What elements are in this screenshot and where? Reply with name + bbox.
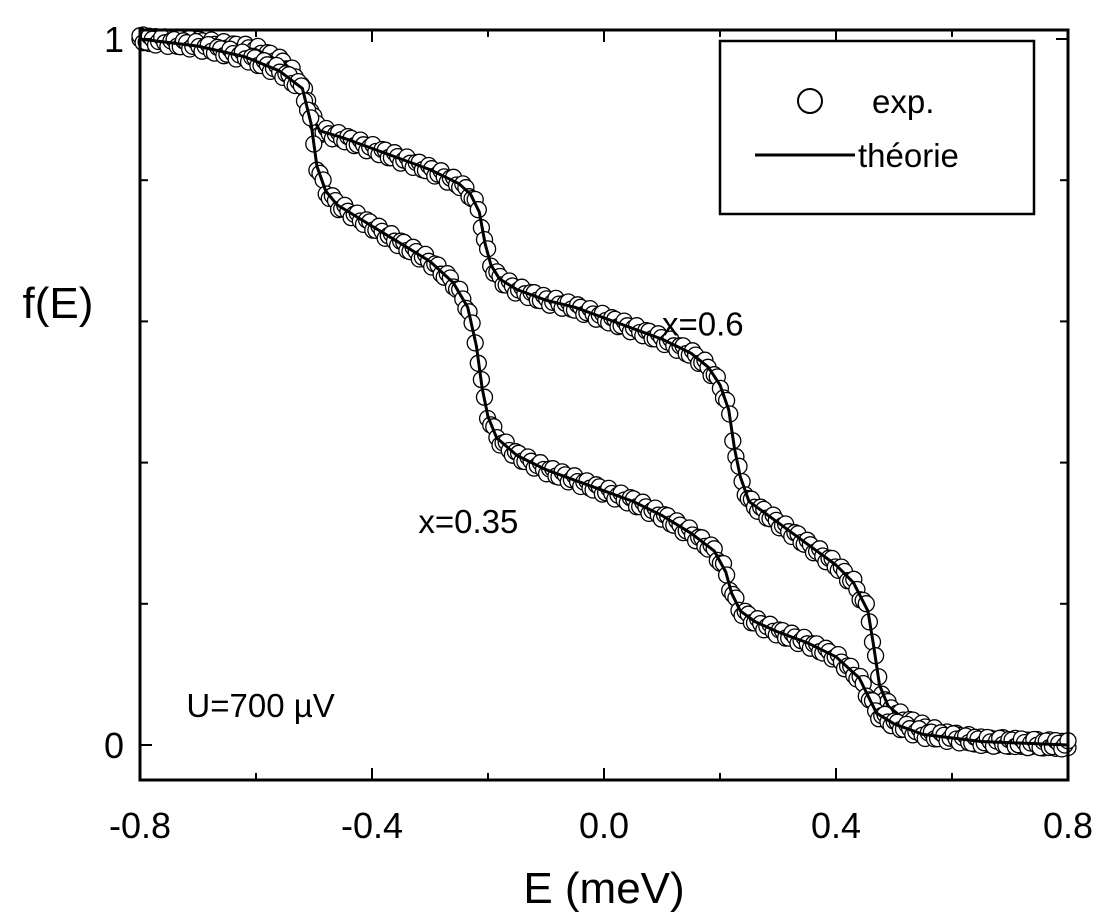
y-tick-label: 0 bbox=[104, 725, 124, 766]
annotation-voltage: U=700 µV bbox=[186, 687, 334, 724]
x-axis-title: E (meV) bbox=[523, 864, 684, 913]
labels-layer: -0.8 -0.4 0.0 0.4 0.8 0 1 bbox=[104, 19, 1093, 846]
theory-line bbox=[139, 37, 1069, 747]
annotation-x-0-35: x=0.35 bbox=[418, 503, 518, 540]
ticks-layer bbox=[139, 30, 1069, 780]
x-tick-label: -0.4 bbox=[341, 805, 403, 846]
y-tick-label: 1 bbox=[104, 19, 124, 60]
annotation-x-0-6: x=0.6 bbox=[662, 306, 744, 343]
x-tick-label: -0.8 bbox=[109, 805, 171, 846]
legend: exp. théorie bbox=[718, 39, 1036, 216]
legend-marker-exp bbox=[797, 88, 823, 114]
y-axis-title: f(E) bbox=[23, 279, 94, 328]
x-tick-label: 0.8 bbox=[1043, 805, 1093, 846]
series-layer bbox=[131, 26, 1077, 758]
x-tick-label: 0.0 bbox=[579, 805, 629, 846]
theory-line bbox=[139, 37, 1069, 747]
x-tick-label: 0.4 bbox=[811, 805, 861, 846]
legend-box bbox=[718, 39, 1036, 216]
legend-label-exp: exp. bbox=[872, 83, 934, 120]
series-1 bbox=[131, 27, 1077, 758]
legend-label-theorie: théorie bbox=[858, 137, 959, 174]
